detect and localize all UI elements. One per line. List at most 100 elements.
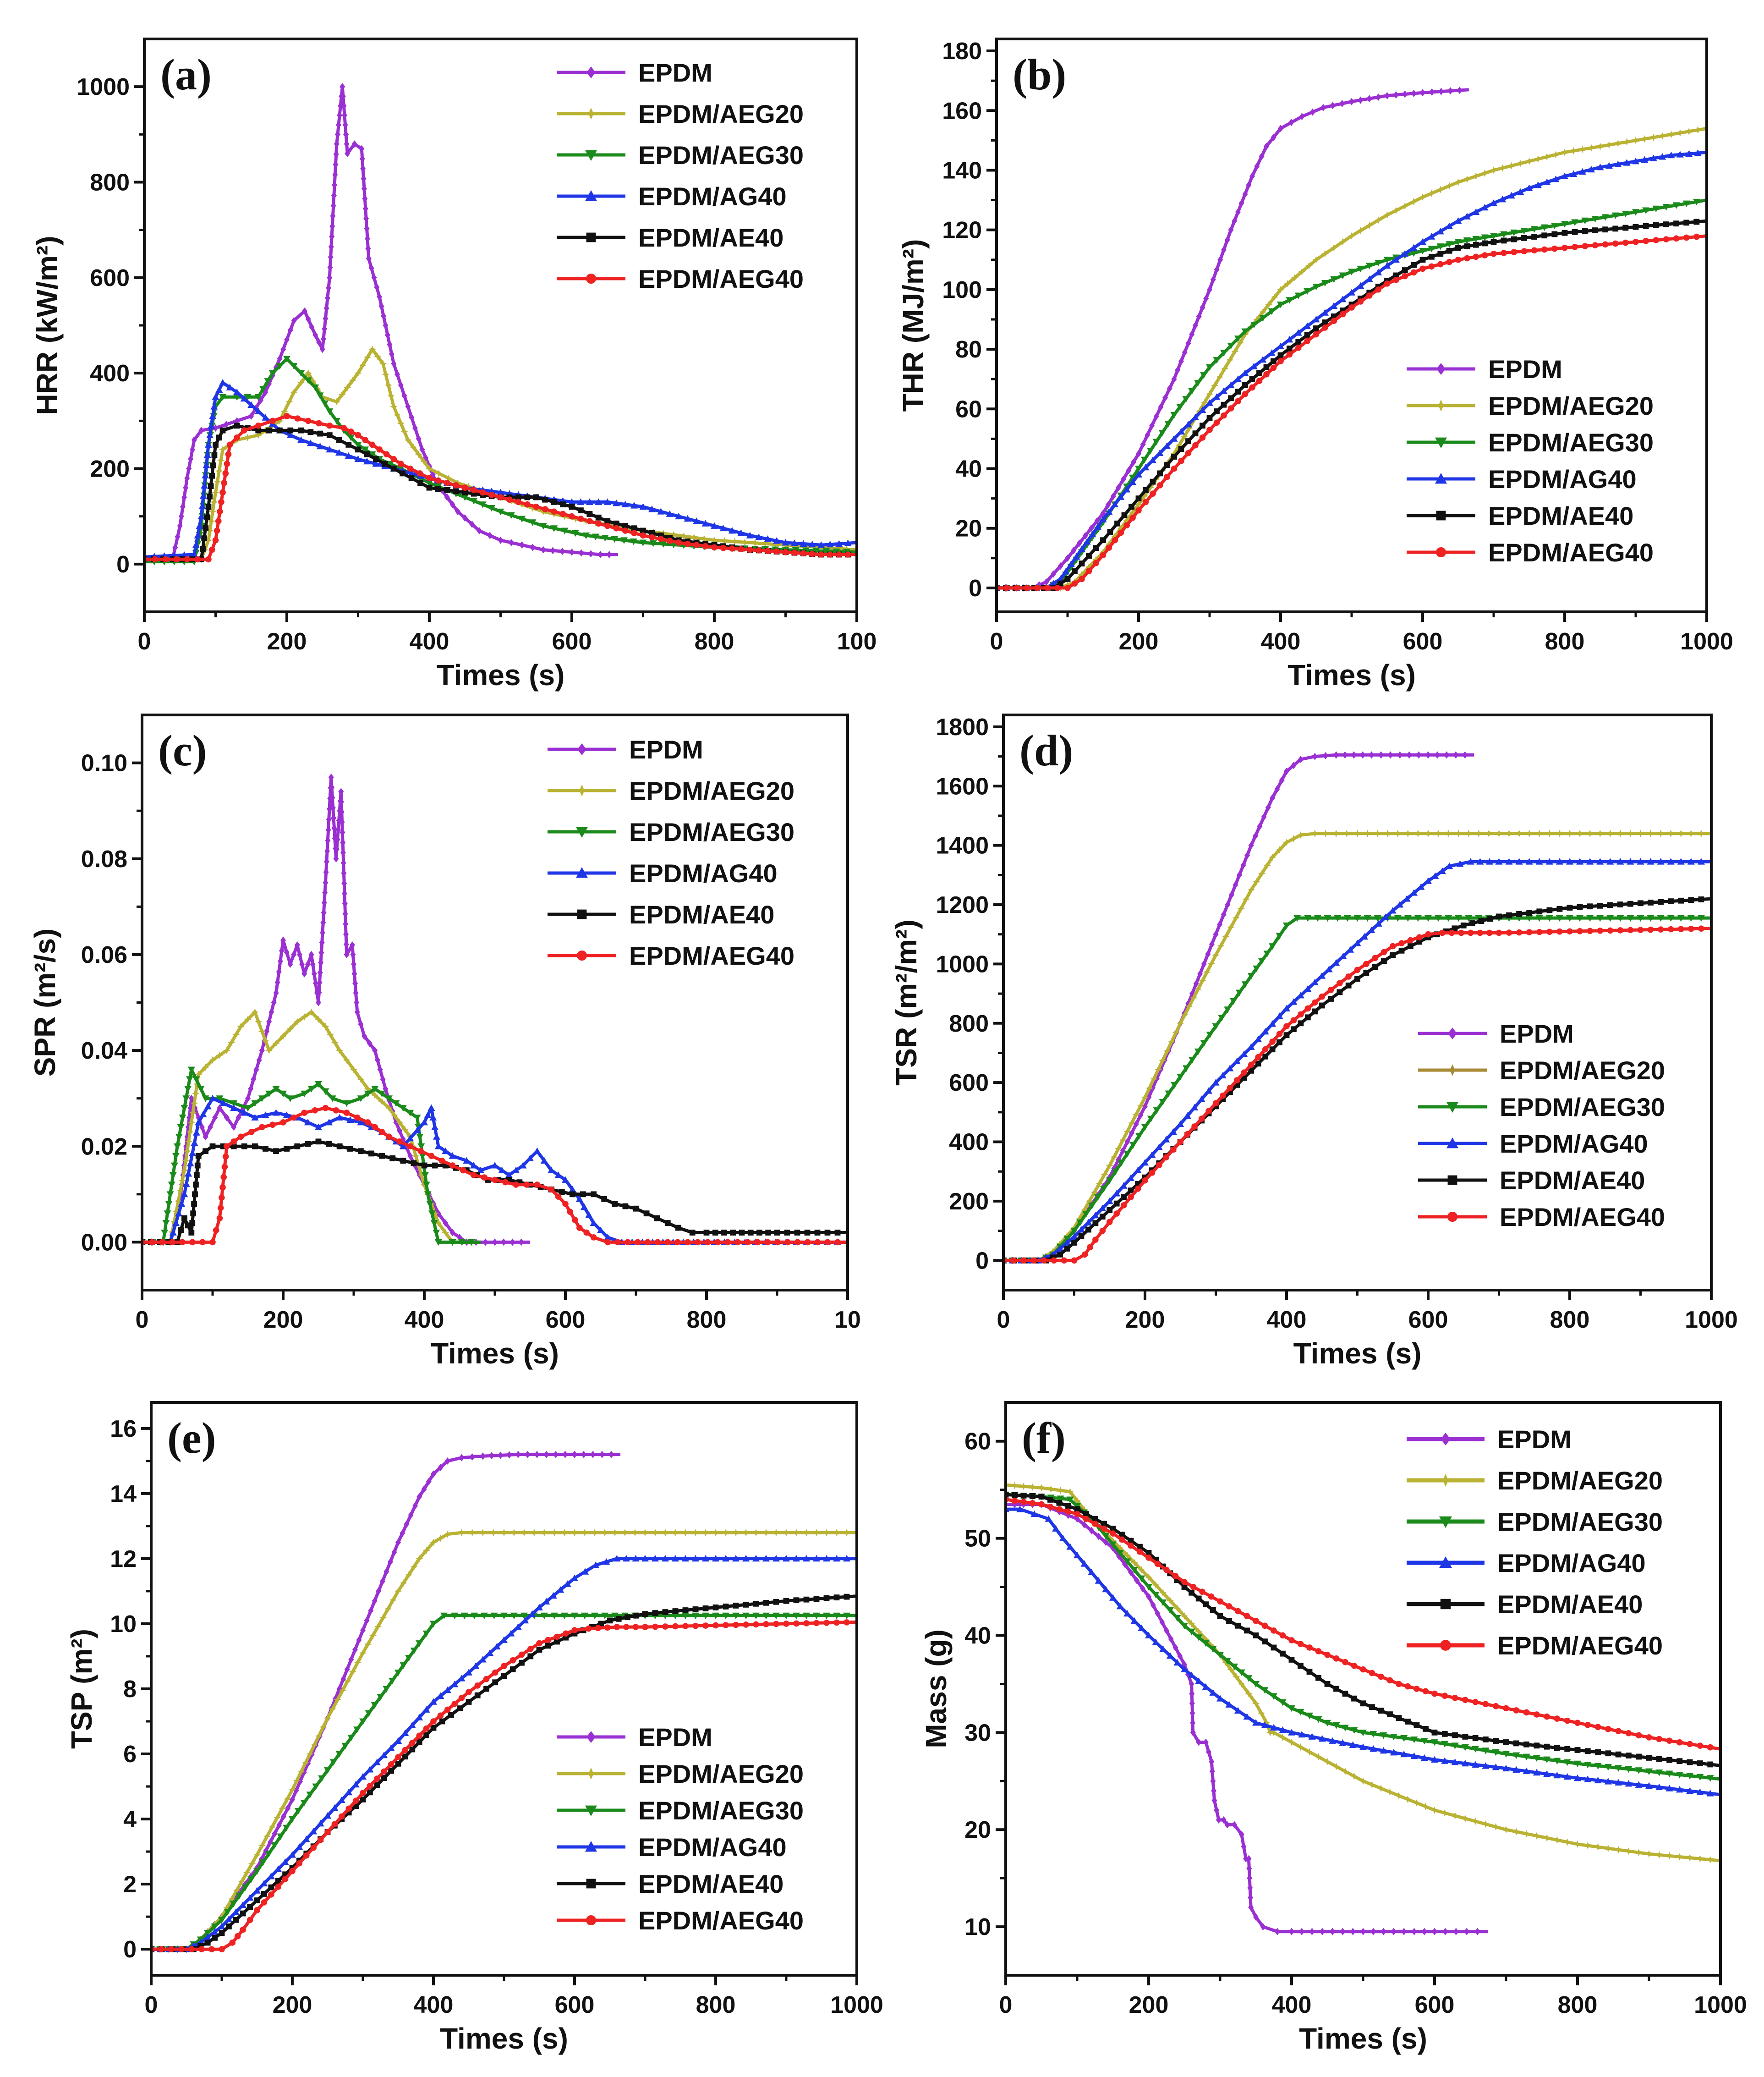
data-point (1234, 1077, 1240, 1083)
data-point (1486, 929, 1493, 936)
data-point (179, 1239, 186, 1246)
data-point (525, 1451, 531, 1458)
data-point (560, 501, 566, 508)
data-point (1181, 1665, 1188, 1673)
data-point (340, 859, 346, 867)
data-point (364, 353, 372, 361)
data-point (1339, 1739, 1347, 1746)
data-point (1540, 224, 1548, 231)
data-point (823, 1529, 830, 1537)
data-point (1431, 1729, 1438, 1736)
data-point (1441, 1692, 1448, 1699)
data-point (562, 1200, 569, 1207)
data-point (305, 960, 311, 968)
data-point (1657, 926, 1664, 933)
data-point (1507, 162, 1515, 170)
data-point (336, 1047, 344, 1055)
data-point (333, 855, 339, 863)
data-point (401, 1126, 409, 1133)
data-point (1462, 1697, 1468, 1703)
data-point (276, 968, 282, 976)
data-point (248, 1860, 256, 1868)
data-point (1146, 1593, 1151, 1600)
data-point (530, 544, 536, 551)
data-point (561, 1529, 568, 1537)
data-point (192, 1129, 200, 1136)
data-point (1298, 268, 1306, 275)
data-point (704, 1239, 711, 1246)
data-point (1012, 1492, 1018, 1498)
data-point (1477, 929, 1484, 936)
data-point (1200, 1040, 1208, 1047)
data-point (1150, 478, 1156, 485)
data-point (591, 1529, 598, 1537)
data-point (359, 1718, 367, 1725)
data-point (794, 1239, 801, 1246)
data-point (712, 1529, 719, 1537)
data-point (1152, 1581, 1160, 1589)
data-point (1615, 1846, 1622, 1854)
data-point (1633, 224, 1639, 230)
series-epdm-aeg40 (151, 1619, 857, 1952)
data-point (774, 1239, 781, 1246)
data-point (1330, 276, 1338, 283)
y-tick-label: 600 (90, 265, 130, 291)
legend-entry-epdm: EPDM (1407, 1425, 1572, 1454)
data-point (335, 121, 341, 129)
data-point (1342, 1768, 1349, 1775)
data-point (1056, 1500, 1063, 1506)
data-point (1404, 915, 1412, 922)
data-point (1233, 1673, 1240, 1681)
data-point (1221, 246, 1227, 254)
data-point (284, 413, 290, 419)
data-point (1319, 1928, 1325, 1935)
data-point (279, 1804, 286, 1812)
data-point (1472, 172, 1480, 180)
data-point (216, 434, 222, 441)
data-point (1136, 450, 1141, 457)
data-point (333, 161, 339, 169)
legend-label: EPDM/AG40 (638, 1833, 787, 1862)
data-point (391, 1548, 397, 1556)
data-point (394, 1737, 402, 1744)
data-point (289, 1786, 296, 1794)
data-point (1413, 1722, 1420, 1728)
data-point (557, 1586, 564, 1593)
data-point (1261, 1622, 1268, 1629)
data-point (836, 551, 842, 558)
data-point (312, 1783, 320, 1791)
data-point (1544, 1743, 1550, 1750)
data-point (1231, 1663, 1238, 1670)
y-tick-label: 40 (964, 1622, 991, 1649)
data-point (633, 1205, 639, 1212)
data-point (343, 1056, 351, 1064)
data-point (1546, 929, 1553, 935)
data-point (298, 427, 304, 434)
data-point (622, 1203, 629, 1209)
data-point (1128, 1538, 1134, 1544)
data-point (631, 530, 637, 536)
data-point (1134, 1185, 1141, 1192)
x-tick-label: 400 (414, 1992, 454, 2018)
data-point (1312, 256, 1320, 264)
data-point (1463, 237, 1471, 244)
data-point (702, 1529, 709, 1537)
data-point (1693, 198, 1700, 206)
legend-entry-epdm-aeg40: EPDM/AEG40 (1407, 538, 1654, 567)
data-point (1141, 1124, 1149, 1131)
data-point (1441, 1809, 1449, 1817)
data-point (269, 418, 276, 424)
data-point (500, 1612, 508, 1620)
series-epdm-ag40 (144, 379, 857, 560)
y-tick-label: 160 (942, 98, 982, 124)
data-point (1171, 465, 1178, 472)
data-point (1241, 369, 1249, 376)
data-point (756, 1230, 762, 1236)
data-point (1083, 1516, 1090, 1522)
data-point (440, 1612, 448, 1620)
data-point (1342, 1659, 1348, 1665)
data-point (1414, 830, 1422, 837)
data-point (334, 845, 340, 853)
data-point (276, 363, 284, 370)
data-point (685, 1239, 691, 1246)
